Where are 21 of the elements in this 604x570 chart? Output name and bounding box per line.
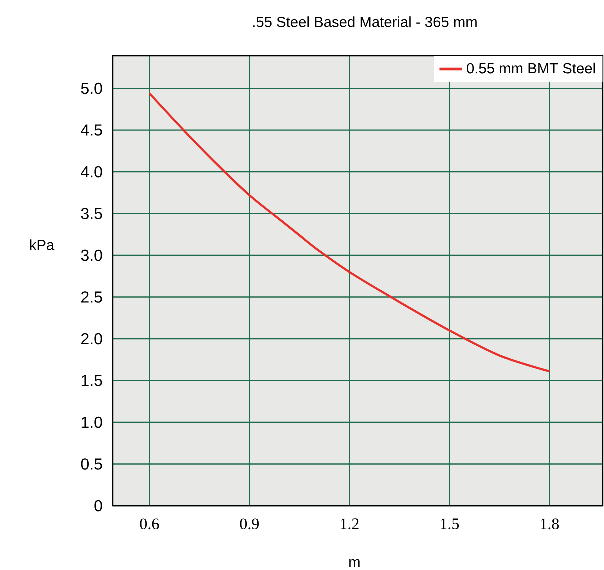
y-tick-label: 0 [94, 500, 102, 512]
y-tick-label: 3.5 [81, 208, 102, 220]
y-tick-label: 5.0 [81, 82, 102, 94]
y-tick-label: 2.5 [82, 292, 102, 303]
chart-title: .55 Steel Based Material - 365 mm [253, 16, 477, 28]
x-tick-label: 1.8 [541, 518, 560, 530]
y-tick-label: 4.5 [81, 124, 102, 136]
x-tick-label: 0.6 [140, 518, 160, 530]
legend-label: 0.55 mm BMT Steel [467, 62, 596, 74]
y-axis-title: kPa [30, 240, 55, 250]
y-tick-label: 4.0 [81, 166, 102, 178]
x-tick-label: 1.2 [341, 518, 359, 530]
x-tick-label: 0.9 [240, 518, 260, 530]
y-tick-label: 0.5 [81, 458, 102, 470]
y-tick-label: 2.0 [82, 333, 102, 345]
y-tick-label: 1.5 [82, 375, 102, 386]
x-axis-title: m [350, 559, 360, 568]
y-tick-label: 1.0 [82, 416, 102, 428]
y-tick-label: 3.0 [81, 250, 102, 262]
x-tick-label: 1.5 [441, 518, 460, 530]
line-series [148, 92, 551, 373]
